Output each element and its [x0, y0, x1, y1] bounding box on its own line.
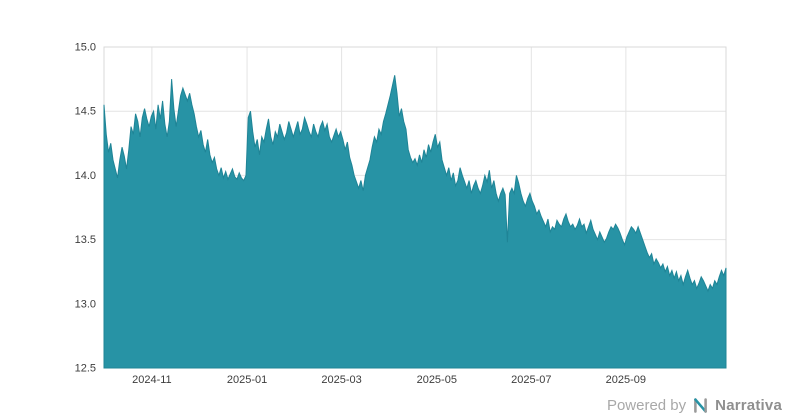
x-tick-label: 2025-01	[227, 374, 267, 386]
y-tick-label: 13.5	[75, 234, 96, 246]
brand-name: Narrativa	[715, 397, 782, 414]
narrativa-logo-icon	[694, 398, 708, 413]
area-series	[103, 75, 727, 369]
x-tick-label: 2025-05	[417, 374, 457, 386]
y-tick-label: 13.0	[75, 298, 96, 310]
x-tick-label: 2025-07	[511, 374, 551, 386]
footer: Powered by Narrativa	[607, 397, 782, 414]
x-tick-label: 2024-11	[132, 374, 172, 386]
powered-by-text: Powered by	[606, 397, 687, 414]
price-area-chart: 12.5 13.0 13.5 14.0 14.5 15.0 2024-11 2025-01 20…	[75, 42, 727, 386]
x-tick-label: 2025-09	[606, 374, 646, 386]
y-tick-label: 14.0	[75, 170, 96, 182]
y-tick-label: 14.5	[75, 106, 96, 118]
x-tick-label: 2025-03	[321, 374, 361, 386]
chart-canvas: 12.5 13.0 13.5 14.0 14.5 15.0 2024-11 2025-01 20…	[75, 42, 727, 386]
y-tick-label: 15.0	[75, 42, 96, 54]
y-tick-label: 12.5	[75, 363, 96, 375]
